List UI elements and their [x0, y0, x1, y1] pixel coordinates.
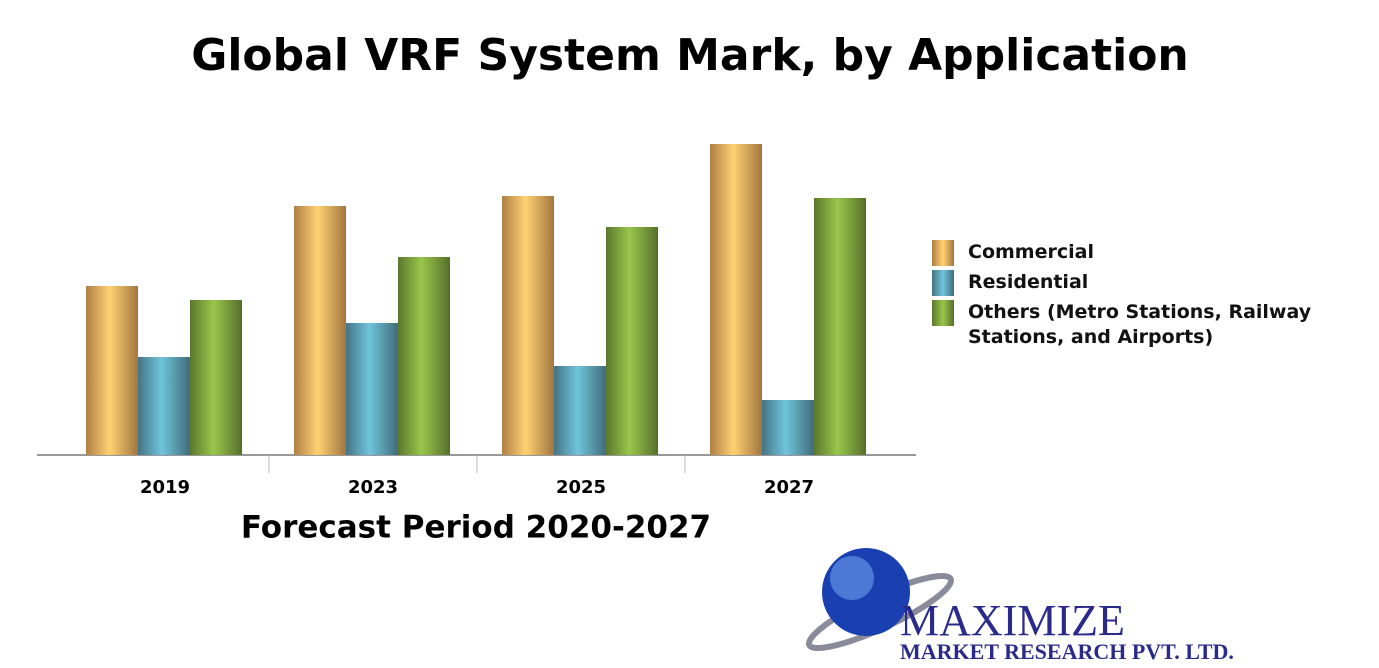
- legend: Commercial Residential Others (Metro Stati…: [932, 240, 1352, 354]
- x-tick-label: 2025: [556, 477, 606, 498]
- bar: [86, 286, 138, 455]
- bar: [294, 206, 346, 455]
- legend-label: Commercial: [968, 241, 1094, 263]
- chart-title: Global VRF System Mark, by Application: [191, 30, 1189, 81]
- bar: [554, 366, 606, 455]
- x-tick-label: 2019: [140, 477, 190, 498]
- bar: [398, 257, 450, 455]
- x-axis-label: Forecast Period 2020-2027: [241, 510, 711, 546]
- bar: [502, 196, 554, 455]
- logo-globe-shine: [830, 556, 874, 600]
- legend-item: Commercial: [932, 240, 1352, 266]
- bar: [190, 300, 242, 455]
- legend-swatch: [932, 270, 954, 296]
- bar: [710, 144, 762, 455]
- x-tick-label: 2023: [348, 477, 398, 498]
- legend-item: Residential: [932, 270, 1352, 296]
- logo-name: MAXIMIZE: [900, 596, 1125, 645]
- bar: [346, 323, 398, 455]
- x-tick-label: 2027: [764, 477, 814, 498]
- bar: [814, 198, 866, 455]
- legend-label: Others (Metro Stations, Railway Stations…: [968, 301, 1312, 348]
- legend-swatch: [932, 240, 954, 266]
- logo-tagline: MARKET RESEARCH PVT. LTD.: [900, 639, 1234, 664]
- logo: MAXIMIZE MARKET RESEARCH PVT. LTD.: [805, 548, 1234, 664]
- bar: [138, 357, 190, 455]
- legend-swatch: [932, 300, 954, 326]
- legend-label: Residential: [968, 271, 1089, 293]
- bar: [606, 227, 658, 455]
- bar: [762, 400, 814, 455]
- legend-item: Others (Metro Stations, Railway Stations…: [932, 300, 1352, 350]
